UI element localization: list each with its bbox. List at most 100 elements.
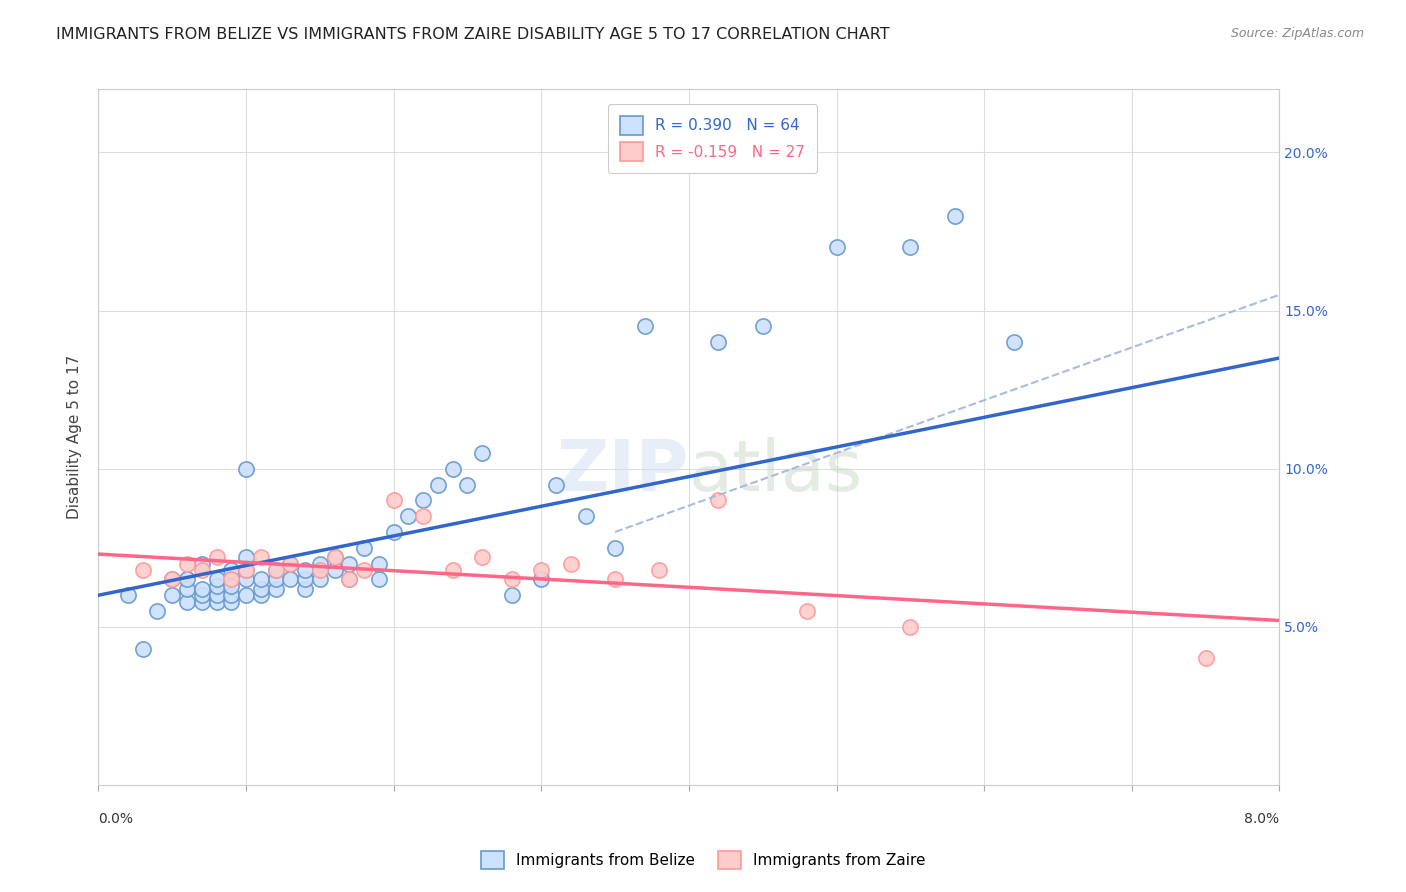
Point [250, 582, 273, 596]
Point [205, 573, 228, 587]
Point [605, 541, 627, 555]
Point [235, 550, 257, 565]
Point [219, 579, 242, 593]
Point [205, 550, 228, 565]
Point [633, 319, 655, 334]
Legend: R = 0.390   N = 64, R = -0.159   N = 27: R = 0.390 N = 64, R = -0.159 N = 27 [607, 103, 817, 173]
Point [323, 563, 346, 577]
Point [353, 541, 375, 555]
Point [456, 477, 478, 491]
Point [471, 550, 494, 565]
Point [250, 550, 273, 565]
Point [162, 573, 183, 587]
Text: Source: ZipAtlas.com: Source: ZipAtlas.com [1230, 27, 1364, 40]
Point [132, 642, 155, 657]
Point [205, 588, 228, 602]
Point [176, 582, 198, 596]
Point [367, 557, 389, 571]
Point [191, 557, 214, 571]
Point [219, 563, 242, 577]
Point [751, 319, 773, 334]
Point [308, 563, 332, 577]
Point [1194, 651, 1216, 665]
Point [707, 493, 730, 508]
Point [396, 509, 419, 524]
Point [648, 563, 671, 577]
Point [337, 573, 360, 587]
Point [530, 573, 553, 587]
Point [235, 573, 257, 587]
Point [323, 550, 346, 565]
Point [219, 588, 242, 602]
Point [219, 573, 242, 587]
Point [412, 493, 434, 508]
Point [441, 461, 464, 475]
Point [191, 588, 214, 602]
Point [205, 594, 228, 608]
Point [943, 209, 966, 223]
Point [412, 509, 434, 524]
Point [382, 524, 405, 539]
Point [900, 240, 922, 254]
Point [162, 573, 183, 587]
Point [337, 557, 360, 571]
Point [264, 573, 287, 587]
Point [191, 563, 214, 577]
Point [353, 563, 375, 577]
Point [501, 573, 523, 587]
Point [294, 563, 316, 577]
Point [235, 588, 257, 602]
Point [560, 557, 582, 571]
Point [382, 493, 405, 508]
Point [146, 604, 169, 618]
Point [235, 461, 257, 475]
Point [707, 335, 730, 350]
Point [176, 594, 198, 608]
Point [117, 588, 139, 602]
Point [264, 563, 287, 577]
Point [250, 573, 273, 587]
Point [426, 477, 449, 491]
Point [308, 573, 332, 587]
Point [367, 573, 389, 587]
Text: ZIP: ZIP [557, 437, 689, 507]
Text: atlas: atlas [689, 437, 863, 507]
Point [308, 557, 332, 571]
Point [546, 477, 568, 491]
Point [176, 573, 198, 587]
Point [294, 573, 316, 587]
Point [605, 573, 627, 587]
Point [278, 557, 302, 571]
Point [1002, 335, 1025, 350]
Point [825, 240, 848, 254]
Point [191, 594, 214, 608]
Point [530, 563, 553, 577]
Point [900, 620, 922, 634]
Text: 8.0%: 8.0% [1244, 812, 1279, 826]
Point [796, 604, 818, 618]
Point [323, 550, 346, 565]
Point [294, 582, 316, 596]
Y-axis label: Disability Age 5 to 17: Disability Age 5 to 17 [67, 355, 83, 519]
Point [176, 557, 198, 571]
Point [235, 563, 257, 577]
Point [574, 509, 596, 524]
Point [264, 563, 287, 577]
Point [219, 594, 242, 608]
Text: IMMIGRANTS FROM BELIZE VS IMMIGRANTS FROM ZAIRE DISABILITY AGE 5 TO 17 CORRELATI: IMMIGRANTS FROM BELIZE VS IMMIGRANTS FRO… [56, 27, 890, 42]
Point [132, 563, 155, 577]
Point [337, 573, 360, 587]
Point [501, 588, 523, 602]
Point [441, 563, 464, 577]
Point [471, 446, 494, 460]
Legend: Immigrants from Belize, Immigrants from Zaire: Immigrants from Belize, Immigrants from … [475, 845, 931, 875]
Text: 0.0%: 0.0% [98, 812, 134, 826]
Point [191, 582, 214, 596]
Point [250, 588, 273, 602]
Point [278, 573, 302, 587]
Point [205, 579, 228, 593]
Point [264, 582, 287, 596]
Point [235, 563, 257, 577]
Point [278, 557, 302, 571]
Point [162, 588, 183, 602]
